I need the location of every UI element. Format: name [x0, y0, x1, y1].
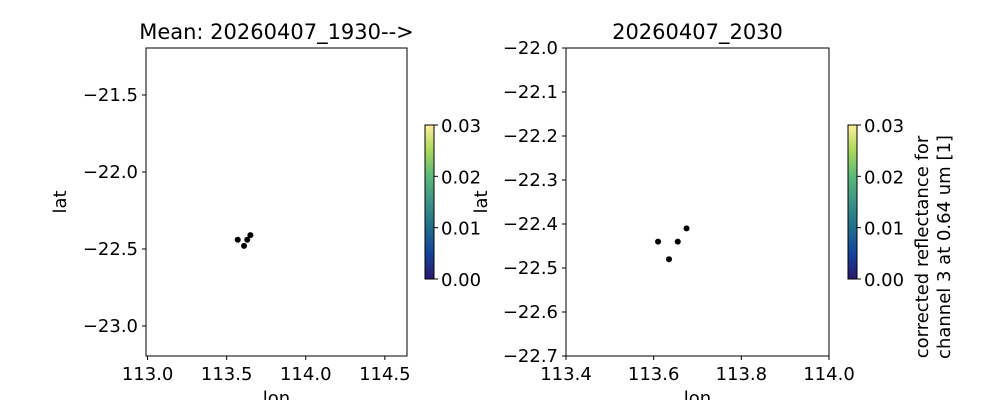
y-tick-label: −22.4 [503, 214, 558, 235]
y-tick-label: −22.2 [503, 126, 558, 147]
colorbar-tick-label: 0.03 [864, 116, 904, 137]
data-point [666, 256, 673, 263]
x-tick-label: 114.5 [359, 364, 411, 385]
y-tick-label: −22.0 [83, 162, 138, 183]
subplot-2: 113.4 113.6 113.8 114.0 −22.0 −22.1 −22.2 −22.3… [471, 20, 955, 400]
colorbar-tick-label: 0.02 [864, 167, 904, 188]
colorbar-tick-label: 0.01 [864, 219, 904, 240]
x-tick-label: 114.0 [280, 364, 332, 385]
x-tick-label: 114.0 [803, 364, 855, 385]
data-point [683, 225, 690, 232]
y-tick-label: −22.1 [503, 82, 558, 103]
y-axis-label: lat [50, 190, 71, 213]
y-tick-label: −23.0 [83, 316, 138, 337]
colorbar [424, 124, 435, 280]
y-axis-label: lat [471, 190, 492, 213]
x-tick-label: 113.5 [201, 364, 253, 385]
x-tick-label: 113.8 [716, 364, 768, 385]
axes-frame [145, 47, 408, 357]
colorbar-tick-label: 0.01 [441, 219, 481, 240]
data-point [241, 242, 248, 249]
colorbar-tick-label: 0.00 [864, 270, 904, 291]
colorbar-tick-label: 0.03 [441, 116, 481, 137]
y-tick-label: −22.6 [503, 302, 558, 323]
chart-title: Mean: 20260407_1930--> [139, 20, 414, 45]
chart-title: 20260407_2030 [612, 20, 783, 45]
y-tick-label: −22.3 [503, 170, 558, 191]
y-tick-label: −22.5 [83, 239, 138, 260]
y-tick-label: −22.0 [503, 38, 558, 59]
data-point [247, 232, 254, 239]
colorbar-label-line1: corrected reflectance for [912, 135, 933, 358]
y-tick-label: −22.5 [503, 258, 558, 279]
x-tick-label: 113.0 [122, 364, 174, 385]
data-point [244, 236, 251, 243]
x-tick-label: 113.4 [540, 364, 592, 385]
data-point [234, 236, 241, 243]
colorbar-label-line2: channel 3 at 0.64 um [1] [934, 135, 955, 359]
data-point [674, 238, 681, 245]
x-axis-label: lon [263, 388, 290, 400]
colorbar-tick-label: 0.00 [441, 270, 481, 291]
y-tick-label: −22.7 [503, 346, 558, 367]
data-point [655, 238, 662, 245]
x-tick-label: 113.6 [628, 364, 680, 385]
subplot-1: 113.0 113.5 114.0 114.5 −21.5 −22.0 −22.5 −23.0… [50, 20, 481, 400]
colorbar-tick-label: 0.02 [441, 167, 481, 188]
axes-frame [565, 47, 830, 357]
x-axis-label: lon [684, 388, 711, 400]
y-tick-label: −21.5 [83, 85, 138, 106]
colorbar [847, 124, 858, 280]
